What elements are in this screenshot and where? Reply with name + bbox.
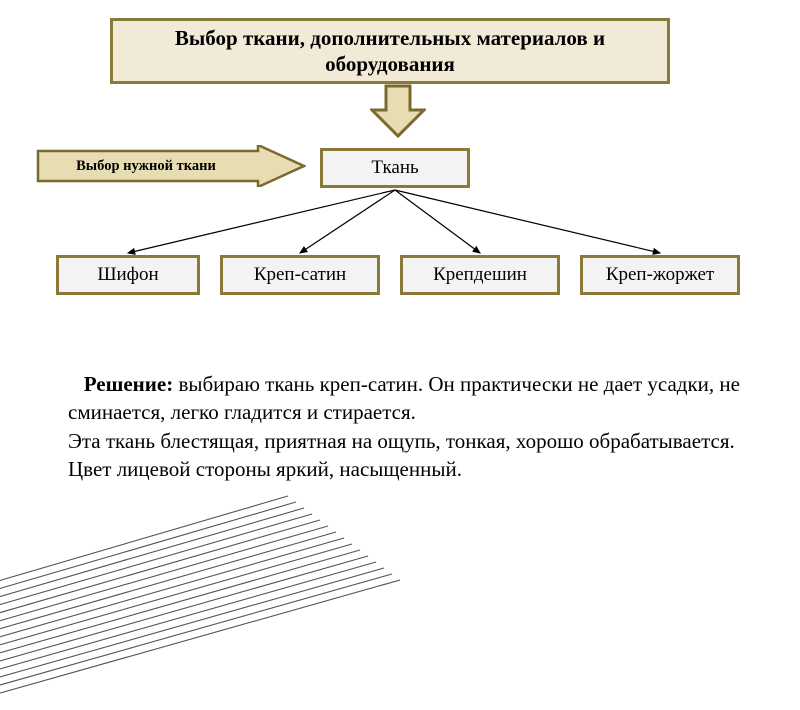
title-text: Выбор ткани, дополнительных материалов и… bbox=[137, 25, 643, 78]
body-paragraph: Решение: выбираю ткань креп-сатин. Он пр… bbox=[68, 370, 748, 483]
title-box: Выбор ткани, дополнительных материалов и… bbox=[110, 18, 670, 84]
option-label: Крепдешин bbox=[433, 264, 527, 286]
option-label: Шифон bbox=[97, 264, 158, 286]
paragraph-run2: Эта ткань блестящая, приятная на ощупь, … bbox=[68, 429, 735, 481]
paragraph-label: Решение: bbox=[84, 372, 173, 396]
side-arrow-label: Выбор нужной ткани bbox=[36, 145, 256, 187]
option-node: Креп-жоржет bbox=[580, 255, 740, 295]
option-label: Креп-сатин bbox=[254, 264, 346, 286]
root-node: Ткань bbox=[320, 148, 470, 188]
down-arrow bbox=[370, 84, 426, 140]
side-arrow: Выбор нужной ткани bbox=[36, 145, 306, 187]
option-label: Креп-жоржет bbox=[606, 264, 714, 286]
root-node-label: Ткань bbox=[371, 157, 418, 179]
option-node: Крепдешин bbox=[400, 255, 560, 295]
option-node: Креп-сатин bbox=[220, 255, 380, 295]
option-node: Шифон bbox=[56, 255, 200, 295]
corner-decoration bbox=[0, 450, 400, 710]
